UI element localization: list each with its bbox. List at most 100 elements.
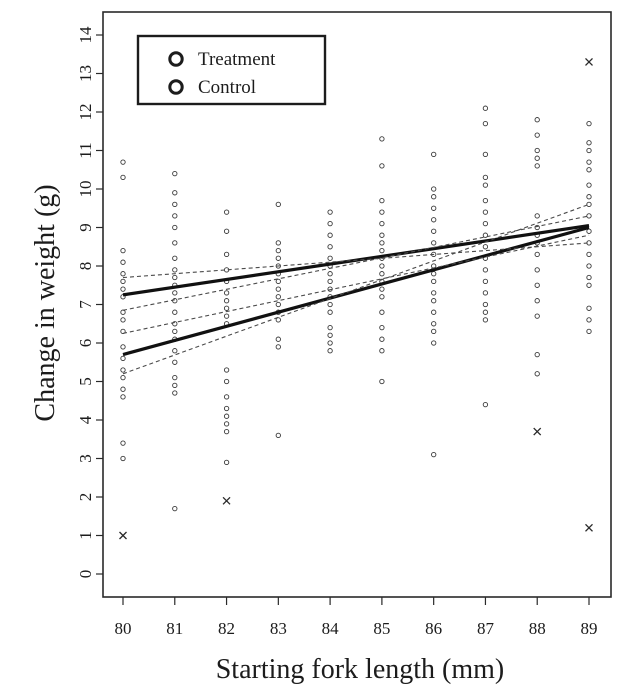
- x-tick-label: 88: [529, 619, 546, 638]
- data-point: [327, 348, 333, 354]
- outlier-point: [533, 427, 542, 436]
- data-point: [379, 309, 385, 315]
- data-point: [172, 505, 178, 512]
- data-point: [172, 309, 178, 315]
- data-point: [120, 159, 126, 165]
- data-point: [223, 313, 230, 319]
- data-point: [379, 197, 385, 204]
- legend-marker-control: [168, 79, 184, 95]
- data-point: [172, 267, 178, 273]
- data-point: [120, 386, 126, 392]
- x-tick-label: 84: [322, 619, 340, 638]
- data-point: [223, 413, 230, 419]
- confidence-band-line: [122, 234, 590, 334]
- data-point: [482, 401, 489, 408]
- data-point: [327, 324, 333, 331]
- data-point: [431, 186, 437, 192]
- confidence-band-line: [122, 215, 590, 311]
- legend-label-control: Control: [198, 77, 256, 98]
- data-point: [379, 348, 385, 354]
- data-point: [223, 209, 230, 215]
- data-point: [172, 274, 178, 281]
- data-point: [586, 328, 592, 335]
- data-point: [586, 317, 592, 323]
- y-tick-label: 5: [76, 377, 95, 386]
- data-point: [379, 286, 385, 292]
- legend-label-treatment: Treatment: [198, 49, 276, 70]
- y-tick-label: 6: [76, 339, 95, 348]
- data-point: [586, 182, 592, 188]
- chart-marks: [119, 57, 593, 540]
- data-point: [431, 151, 437, 158]
- data-point: [120, 374, 126, 381]
- data-point: [431, 278, 437, 285]
- data-point: [275, 317, 281, 323]
- data-point: [327, 271, 333, 277]
- data-point: [431, 271, 437, 277]
- data-point: [172, 240, 178, 246]
- data-point: [120, 259, 126, 265]
- data-point: [120, 394, 126, 400]
- data-point: [275, 247, 281, 254]
- data-point: [534, 213, 540, 219]
- fit-lines: [122, 203, 590, 375]
- data-point: [586, 140, 592, 146]
- data-point: [223, 367, 230, 373]
- data-point: [431, 328, 437, 335]
- data-point: [327, 244, 333, 250]
- data-point: [223, 428, 230, 435]
- data-point: [431, 290, 437, 296]
- data-point: [379, 336, 385, 342]
- data-point: [275, 301, 281, 308]
- data-point: [534, 163, 540, 169]
- data-point: [586, 305, 592, 311]
- data-point: [534, 298, 540, 304]
- data-point: [120, 367, 126, 373]
- data-point: [275, 336, 281, 342]
- data-point: [223, 290, 230, 296]
- data-point: [534, 132, 540, 138]
- data-point: [586, 213, 592, 219]
- data-point: [172, 374, 178, 381]
- legend-box: [136, 34, 327, 106]
- data-point: [327, 209, 333, 215]
- data-point: [379, 263, 385, 269]
- data-point: [482, 317, 489, 323]
- y-tick-label: 9: [76, 223, 95, 232]
- data-point: [534, 224, 540, 231]
- data-point: [120, 247, 126, 254]
- data-point: [275, 294, 281, 300]
- data-point: [431, 205, 437, 211]
- data-point: [534, 282, 540, 288]
- data-point: [172, 201, 178, 208]
- data-point: [172, 255, 178, 261]
- data-point: [431, 228, 437, 234]
- x-tick-label: 83: [270, 619, 287, 638]
- data-point: [534, 117, 540, 123]
- y-tick-label: 12: [76, 104, 95, 121]
- data-point: [172, 348, 178, 354]
- data-point: [586, 159, 592, 165]
- y-tick-label: 3: [76, 454, 95, 463]
- data-point: [379, 136, 385, 142]
- data-point: [586, 147, 592, 154]
- x-axis: 80 81 82 83 84 85 86 87 88 89: [115, 597, 598, 638]
- data-point: [223, 378, 230, 385]
- data-point: [431, 340, 437, 346]
- data-point: [327, 220, 333, 227]
- confidence-band-line: [122, 242, 590, 279]
- data-point: [223, 298, 230, 304]
- data-point: [275, 255, 281, 261]
- data-point: [275, 286, 281, 292]
- data-point: [223, 305, 230, 311]
- data-point: [327, 255, 333, 261]
- data-point: [327, 301, 333, 308]
- data-point: [482, 301, 489, 308]
- data-point: [172, 190, 178, 196]
- data-point: [172, 328, 178, 335]
- x-tick-label: 85: [373, 619, 390, 638]
- data-point: [172, 359, 178, 365]
- x-tick-label: 81: [166, 619, 183, 638]
- legend-marker-treatment: [168, 51, 184, 67]
